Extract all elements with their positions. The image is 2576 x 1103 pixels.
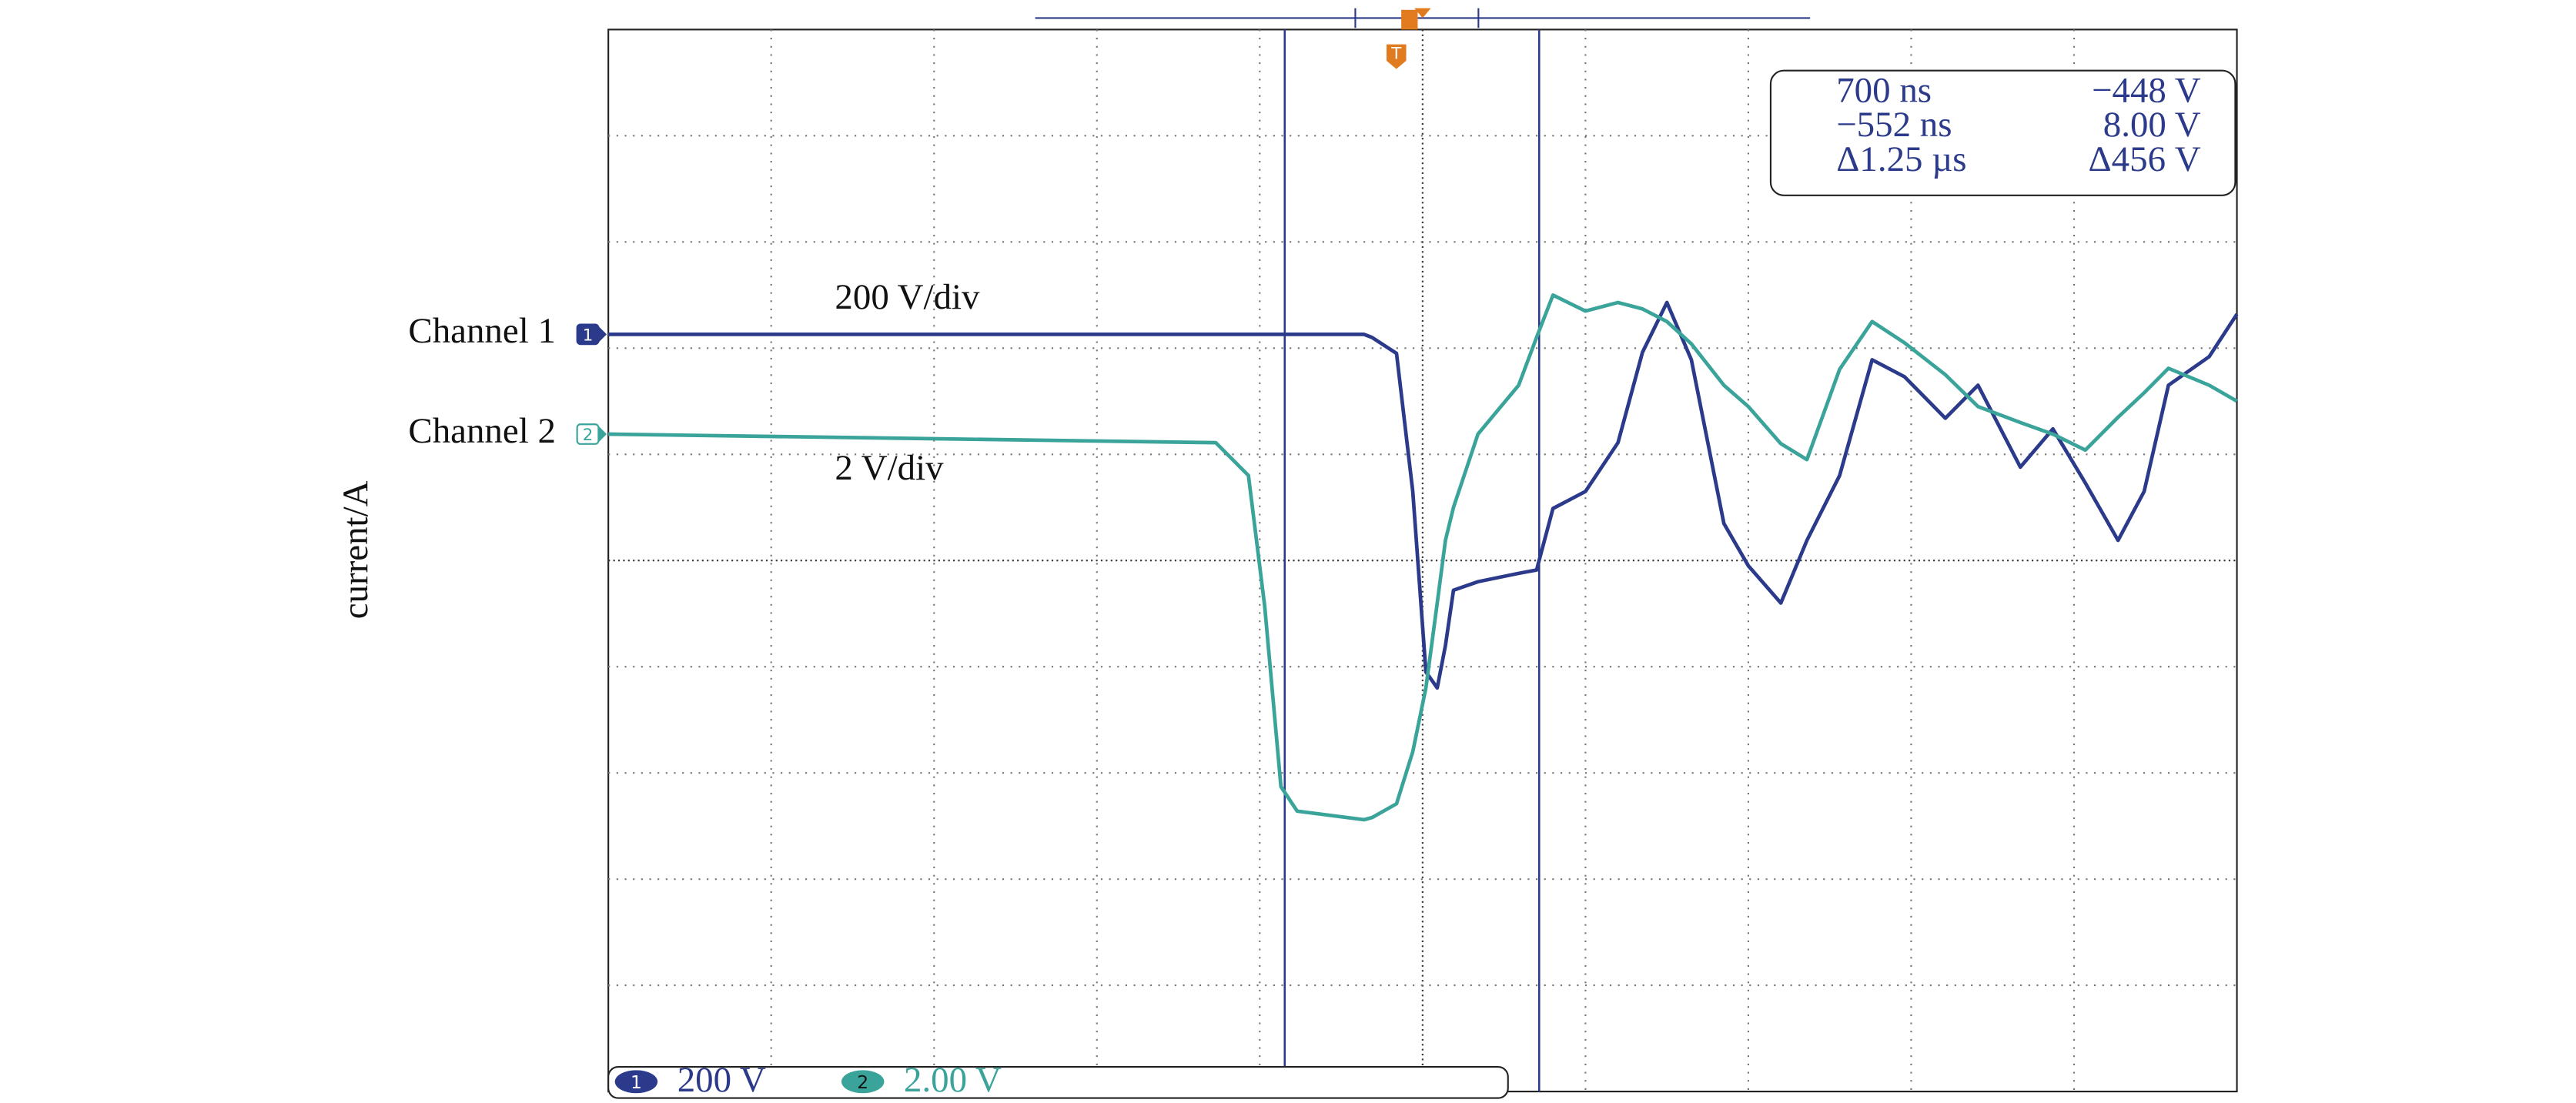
status-badge	[841, 1070, 885, 1094]
readout-time: 700 ns	[1836, 70, 1932, 110]
trace-line	[608, 300, 2239, 690]
scale-annotation: 200 V/div	[835, 277, 980, 317]
readout-time: −552 ns	[1836, 105, 1952, 145]
trigger-arrow	[1414, 8, 1431, 18]
status-bar	[607, 1066, 1509, 1099]
traces	[608, 293, 2239, 822]
channel-marker-number: 1	[583, 326, 594, 345]
channel-label: Channel 1	[408, 311, 555, 351]
y-axis-label: current/A	[336, 480, 376, 619]
readout-voltage: −448 V	[2092, 70, 2201, 110]
status-scale: 2.00 V	[904, 1060, 1002, 1100]
trigger-marker	[1386, 44, 1407, 69]
cursor-readout-box	[1769, 69, 2236, 196]
trace-line	[608, 293, 2238, 822]
channel-label: Channel 2	[408, 411, 555, 451]
status-badge	[614, 1070, 658, 1094]
trigger-marker	[1401, 9, 1418, 30]
cursor-readout: 700 ns −448 V −552 ns 8.00 V Δ1.25 µs Δ456 V	[1836, 70, 2201, 179]
status-badge-number: 2	[857, 1071, 868, 1093]
channel-marker-number: 2	[583, 426, 594, 445]
labels: Channel 1 1 200 V/div 1 200 V Channel 2 2 2 V/d…	[408, 277, 1002, 1100]
channel-marker-tip	[598, 326, 607, 343]
channel-marker-tip	[598, 426, 607, 443]
status-badge-number: 1	[631, 1071, 642, 1093]
readout-voltage: 8.00 V	[2103, 105, 2201, 145]
scale-annotation: 2 V/div	[835, 448, 944, 488]
readout-voltage: Δ456 V	[2089, 139, 2201, 179]
status-scale: 200 V	[677, 1060, 766, 1100]
readout-time: Δ1.25 µs	[1836, 139, 1966, 179]
trigger-label: T	[1390, 44, 1402, 63]
